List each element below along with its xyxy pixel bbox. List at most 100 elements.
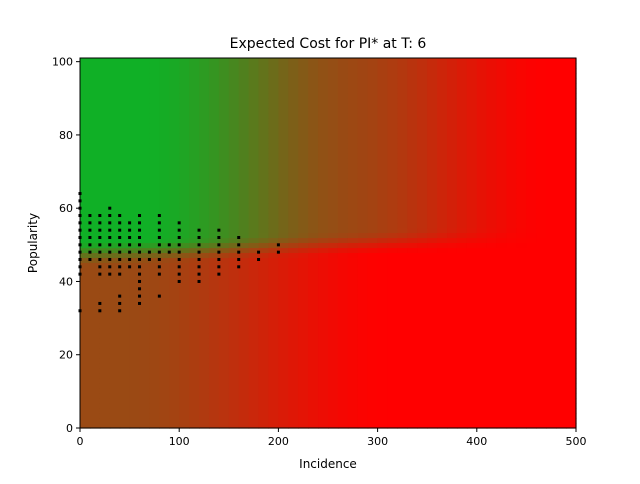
data-point xyxy=(138,279,142,283)
heatmap-cell xyxy=(357,338,369,344)
heatmap-cell xyxy=(407,228,418,234)
heatmap-cell xyxy=(109,118,121,124)
heatmap-cell xyxy=(139,273,151,279)
heatmap-cell xyxy=(536,308,547,314)
heatmap-cell xyxy=(367,263,379,269)
heatmap-cell xyxy=(109,228,121,234)
heatmap-cell xyxy=(516,193,527,199)
heatmap-cell xyxy=(407,63,418,69)
data-point xyxy=(138,236,142,239)
heatmap-cell xyxy=(298,58,309,64)
heatmap-cell xyxy=(288,278,299,284)
heatmap-cell xyxy=(149,418,160,424)
heatmap-cell xyxy=(288,323,299,329)
heatmap-cell xyxy=(159,153,170,159)
heatmap-cell xyxy=(387,248,399,254)
heatmap-cell xyxy=(99,198,111,204)
heatmap-cell xyxy=(546,213,557,219)
heatmap-cell xyxy=(566,58,577,64)
heatmap-cell xyxy=(258,278,270,284)
heatmap-cell xyxy=(407,73,418,79)
heatmap-cell xyxy=(377,348,389,354)
heatmap-cell xyxy=(318,193,329,199)
heatmap-cell xyxy=(218,93,230,99)
heatmap-cell xyxy=(328,103,339,109)
heatmap-cell xyxy=(496,78,508,84)
heatmap-cell xyxy=(556,233,567,239)
heatmap-cell xyxy=(119,298,131,304)
heatmap-cell xyxy=(456,193,468,199)
heatmap-cell xyxy=(466,343,478,349)
heatmap-cell xyxy=(298,118,309,124)
heatmap-cell xyxy=(417,208,428,214)
heatmap-cell xyxy=(466,348,478,354)
heatmap-cell xyxy=(149,223,160,229)
heatmap-cell xyxy=(387,373,399,379)
heatmap-cell xyxy=(208,388,220,394)
heatmap-cell xyxy=(99,243,111,249)
heatmap-cell xyxy=(80,408,91,414)
heatmap-cell xyxy=(129,93,141,99)
heatmap-cell xyxy=(139,418,151,424)
heatmap-cell xyxy=(139,193,151,199)
heatmap-cell xyxy=(248,323,260,329)
heatmap-cell xyxy=(556,178,567,184)
heatmap-cell xyxy=(397,308,408,314)
heatmap-cell xyxy=(99,233,111,239)
heatmap-cell xyxy=(278,233,289,239)
heatmap-cell xyxy=(536,183,547,189)
heatmap-cell xyxy=(238,323,250,329)
heatmap-cell xyxy=(179,58,190,64)
heatmap-cell xyxy=(169,323,180,329)
heatmap-cell xyxy=(318,223,329,229)
heatmap-cell xyxy=(417,313,428,319)
heatmap-cell xyxy=(318,403,329,409)
heatmap-cell xyxy=(228,378,240,384)
heatmap-cell xyxy=(387,318,399,324)
heatmap-cell xyxy=(308,238,319,244)
heatmap-cell xyxy=(109,128,121,134)
heatmap-cell xyxy=(536,368,547,374)
heatmap-cell xyxy=(169,263,180,269)
heatmap-cell xyxy=(347,188,359,194)
heatmap-cell xyxy=(199,338,210,344)
heatmap-cell xyxy=(466,303,478,309)
heatmap-cell xyxy=(407,98,418,104)
heatmap-cell xyxy=(427,113,438,119)
heatmap-cell xyxy=(169,238,180,244)
data-point xyxy=(237,236,241,239)
heatmap-cell xyxy=(367,228,379,234)
heatmap-cell xyxy=(387,93,399,99)
heatmap-cell xyxy=(427,178,438,184)
heatmap-cell xyxy=(268,78,279,84)
heatmap-cell xyxy=(536,263,547,269)
heatmap-cell xyxy=(109,293,121,299)
heatmap-cell xyxy=(397,313,408,319)
heatmap-cell xyxy=(486,378,498,384)
heatmap-cell xyxy=(268,313,279,319)
heatmap-cell xyxy=(89,63,101,69)
heatmap-cell xyxy=(556,123,567,129)
heatmap-cell xyxy=(427,338,438,344)
heatmap-cell xyxy=(258,108,270,114)
heatmap-cell xyxy=(169,168,180,174)
heatmap-cell xyxy=(218,123,230,129)
heatmap-cell xyxy=(129,223,141,229)
data-point xyxy=(157,221,161,225)
x-axis: 0 100 200 300 400 500 xyxy=(77,428,587,448)
heatmap-cell xyxy=(466,133,478,139)
heatmap-cell xyxy=(308,358,319,364)
heatmap-cell xyxy=(566,63,577,69)
heatmap-cell xyxy=(417,263,428,269)
heatmap-cell xyxy=(199,383,210,389)
heatmap-cell xyxy=(149,293,160,299)
heatmap-cell xyxy=(288,143,299,149)
heatmap-cell xyxy=(516,353,527,359)
heatmap-cell xyxy=(89,113,101,119)
heatmap-cell xyxy=(179,133,190,139)
heatmap-cell xyxy=(546,183,557,189)
heatmap-cell xyxy=(139,333,151,339)
heatmap-cell xyxy=(159,138,170,144)
heatmap-cell xyxy=(486,168,498,174)
heatmap-cell xyxy=(298,293,309,299)
